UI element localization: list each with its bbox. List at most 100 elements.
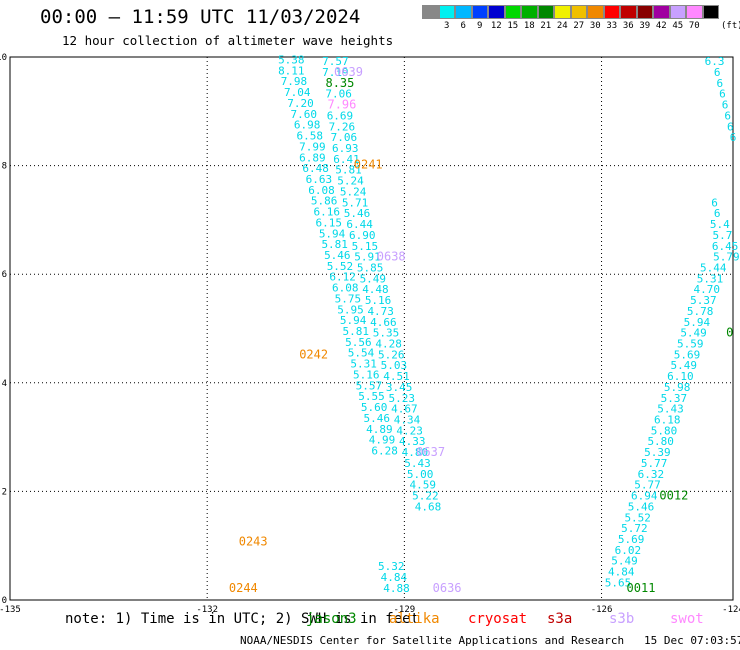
data-point-label: 7.04 [284,86,311,99]
data-point-label: 5.95 [337,303,364,316]
data-point-label: 5.81 [335,164,362,177]
legend-swatch [603,5,620,19]
data-point-label: 4.73 [367,305,394,318]
data-point-label: 4.99 [369,434,396,447]
data-point-label: 6.28 [371,444,398,457]
data-point-label: 4.88 [383,582,410,595]
data-point-label: 5.85 [357,261,384,274]
data-point-label: 5.77 [634,479,661,492]
data-point-label: 6.45 [712,240,739,253]
x-tick-label: -126 [591,605,613,615]
data-point-label: 6 [717,77,724,90]
data-point-label: 6 [714,207,721,220]
legend-label: 45 [672,21,684,31]
data-point-label: 6 [722,99,729,112]
data-point-label: 5.32 [378,560,405,573]
data-point-label: 6 [724,109,731,122]
data-point-label: 6.98 [294,119,321,132]
data-point-label: 7.20 [287,97,314,110]
data-point-label: 5.94 [340,314,367,327]
data-point-label: 5.71 [342,196,369,209]
pass-time-label: 0 [726,326,733,340]
legend-swatch [587,5,604,19]
data-point-label: 5.31 [697,272,724,285]
data-point-label: 5.49 [360,272,387,285]
data-point-label: 4.33 [399,435,426,448]
data-point-label: 5.49 [680,327,707,340]
pass-time-label: 7.96 [327,98,356,112]
data-point-label: 5.59 [677,338,704,351]
pass-time-label: 0244 [229,581,258,595]
data-point-label: 5.44 [700,261,727,274]
data-point-label: 5.37 [690,294,717,307]
legend-label: 18 [523,21,535,31]
pass-time-label: 0636 [433,581,462,595]
data-point-label: 5.78 [687,305,714,318]
satellite-label: altika [389,611,440,627]
data-point-label: 5.39 [644,446,671,459]
data-point-label: 6.90 [349,229,376,242]
data-point-label: 5.49 [670,359,697,372]
legend-swatch [636,5,653,19]
data-point-label: 4.66 [370,316,397,329]
data-point-label: 6.93 [332,142,359,155]
data-point-label: 6.41 [333,153,360,166]
legend-label: 39 [639,21,651,31]
chart-subtitle: 12 hour collection of altimeter wave hei… [62,33,394,48]
data-point-label: 6.3 [705,55,725,68]
data-point-label: 5.69 [674,348,701,361]
legend-unit: (ft) [721,21,740,31]
data-point-label: 6.12 [329,271,356,284]
footer-credit: NOAA/NESDIS Center for Satellite Applica… [240,634,740,647]
data-point-label: 4.48 [362,283,389,296]
legend-swatch [686,5,703,19]
data-point-label: 6.18 [654,414,681,427]
data-point-label: 5.37 [661,392,688,405]
data-point-label: 6.69 [327,109,354,122]
data-point-label: 6.48 [302,162,329,175]
data-point-label: 5.57 [356,379,383,392]
data-point-label: 4.68 [415,500,442,513]
y-tick-label: 0 [2,596,7,606]
legend-label: 15 [507,21,519,31]
legend-swatch [438,5,455,19]
data-point-label: 5.80 [647,435,674,448]
data-point-label: 5.24 [337,175,364,188]
pass-time-label: 0012 [659,489,688,503]
data-point-label: 5.56 [345,336,372,349]
legend-swatch [702,5,719,19]
data-point-label: 6 [727,120,734,133]
pass-time-label: 0639 [334,65,363,79]
data-point-label: 5.15 [352,240,379,253]
data-point-label: 6.02 [615,544,642,557]
legend-swatch [455,5,472,19]
data-point-label: 8.11 [278,64,305,77]
data-point-label: 5.80 [651,424,678,437]
legend-label: 70 [688,21,700,31]
data-point-label: 5.52 [624,511,651,524]
y-tick-label: 8 [2,162,7,172]
pass-time-label: 0011 [627,581,656,595]
y-tick-label: 10 [0,53,7,63]
legend-swatch [521,5,538,19]
data-point-label: 6 [730,131,737,144]
data-point-label: 5.98 [664,381,691,394]
data-point-label: 5.69 [618,533,645,546]
legend-label: 33 [606,21,618,31]
legend-label: 12 [490,21,502,31]
data-point-label: 5.81 [342,325,369,338]
legend-label: 42 [655,21,667,31]
y-tick-label: 6 [2,270,7,280]
chart-title: 00:00 – 11:59 UTC 11/03/2024 [40,6,361,28]
legend-swatch [471,5,488,19]
data-point-label: 4.23 [396,424,423,437]
data-point-label: 6.32 [638,468,665,481]
data-point-label: 5.46 [344,207,371,220]
data-point-label: 5.94 [684,316,711,329]
data-point-label: 5.46 [324,249,351,262]
data-point-label: 6 [711,196,718,209]
data-point-label: 5.7 [713,229,733,242]
data-point-label: 5.38 [278,54,305,67]
